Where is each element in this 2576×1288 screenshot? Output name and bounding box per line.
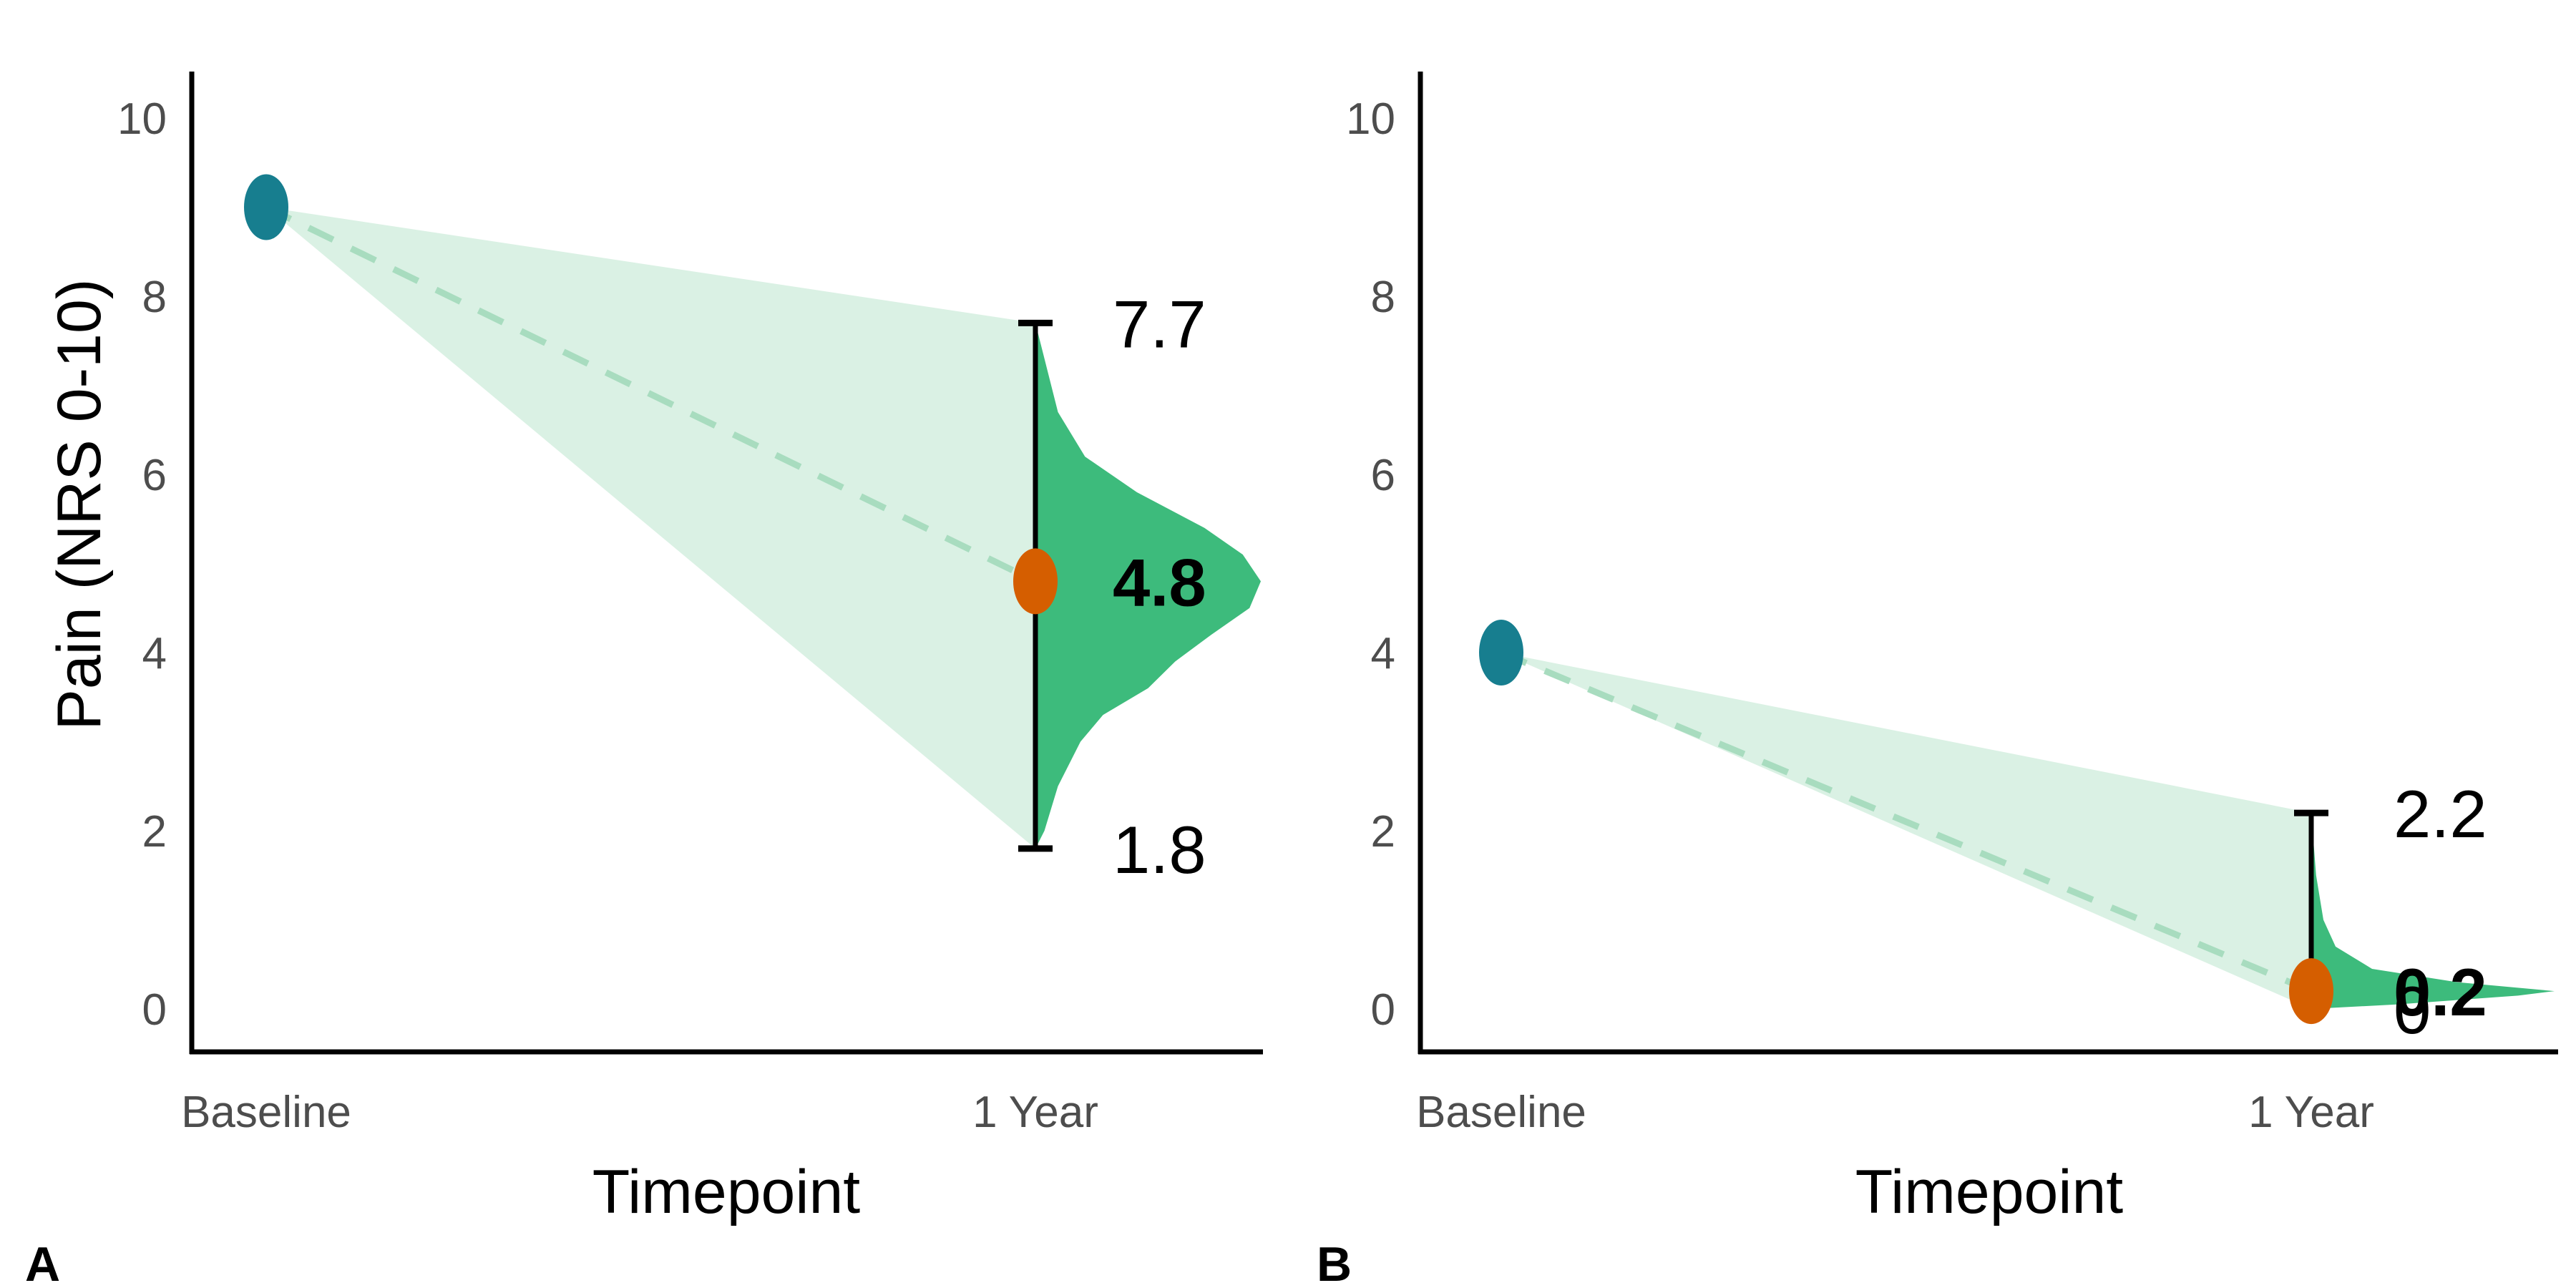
y-tick-label: 8	[1371, 273, 1395, 322]
trend-line	[1500, 649, 2313, 995]
baseline-mean-point	[244, 174, 288, 240]
baseline-mean-point	[1479, 620, 1523, 686]
y-tick-label: 0	[1371, 985, 1395, 1035]
followup-mean-point	[1013, 548, 1058, 615]
density-violin	[1035, 323, 1261, 849]
value-label-mean: 0.2	[2394, 955, 2487, 1030]
x-tick-label: 1 Year	[972, 1088, 1098, 1137]
y-tick-label: 2	[1371, 807, 1395, 857]
trend-line	[265, 204, 1037, 585]
y-tick-label: 4	[1371, 629, 1395, 678]
density-violin	[2311, 813, 2555, 1009]
value-label-upper: 2.2	[2394, 776, 2487, 852]
value-label-mean: 4.8	[1113, 545, 1206, 620]
y-tick-label: 6	[1371, 451, 1395, 500]
panel-a: A Timepoint 0 2 4 6 8 10 Baseline 1 Year 7.7 1.8 4…	[25, 72, 1263, 1288]
value-label-lower: 1.8	[1113, 812, 1206, 887]
y-tick-label: 4	[142, 629, 167, 678]
y-axis-title: Pain (NRS 0-10)	[45, 279, 114, 731]
y-tick-label: 2	[142, 807, 167, 857]
y-tick-label: 8	[142, 273, 167, 322]
value-label-upper: 7.7	[1113, 286, 1206, 361]
x-axis-title-b: Timepoint	[1855, 1158, 2124, 1226]
y-tick-label: 0	[142, 985, 167, 1035]
y-tick-label: 6	[142, 451, 167, 500]
panel-label-b: B	[1317, 1237, 1352, 1288]
y-tick-label: 10	[1346, 94, 1395, 144]
x-tick-label: Baseline	[181, 1088, 351, 1137]
range-cone	[1501, 653, 2311, 1009]
range-cone	[266, 207, 1035, 849]
value-label-lower: 0	[2394, 972, 2431, 1048]
followup-mean-point	[2289, 958, 2333, 1025]
panel-label-a: A	[25, 1237, 60, 1288]
x-tick-label: 1 Year	[2248, 1088, 2374, 1137]
x-axis-title-a: Timepoint	[592, 1158, 861, 1226]
y-tick-label: 10	[117, 94, 167, 144]
x-tick-label: Baseline	[1416, 1088, 1586, 1137]
